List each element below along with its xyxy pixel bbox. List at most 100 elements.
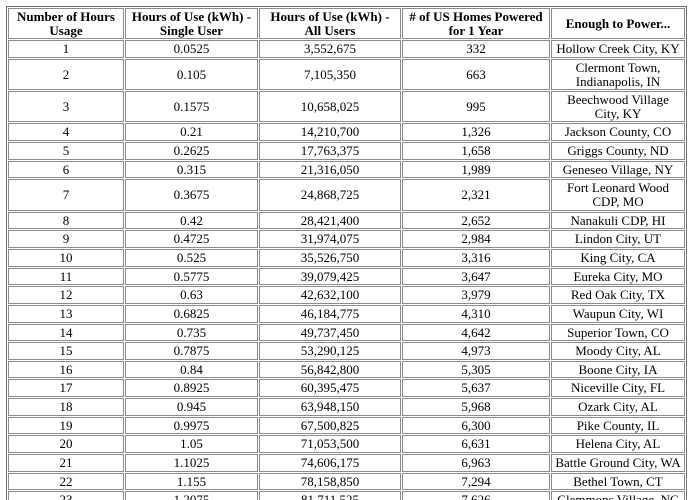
column-header: Enough to Power... (551, 8, 685, 40)
table-cell: Hollow Creek City, KY (551, 40, 685, 58)
table-cell: 35,526,750 (259, 248, 401, 267)
column-header: Hours of Use (kWh) - Single User (125, 8, 258, 40)
table-cell: 6,631 (402, 435, 550, 454)
table-body: 1 0.0525 3,552,675 332 Hollow Creek City, KY… (8, 40, 685, 500)
table-row: 21 1.1025 74,606,175 6,963 Battle Ground Cit… (8, 454, 685, 472)
table-cell: 74,606,175 (259, 454, 401, 472)
table-cell: 5,305 (402, 360, 550, 379)
table-cell: 2,652 (402, 211, 550, 230)
table-cell: Niceville City, FL (551, 379, 685, 398)
table-cell: 3,647 (402, 267, 550, 286)
table-cell: 0.525 (125, 248, 258, 267)
table-cell: 8 (8, 211, 124, 230)
table-cell: Bethel Town, CT (551, 472, 685, 491)
table-cell: 0.8925 (125, 379, 258, 398)
usage-table: Number of Hours Usage Hours of Use (kWh) … (6, 6, 687, 500)
table-cell: Battle Ground City, WA (551, 454, 685, 472)
table-cell: 2,984 (402, 230, 550, 248)
table-cell: 4,973 (402, 342, 550, 360)
table-row: 1 0.0525 3,552,675 332 Hollow Creek City, KY (8, 40, 685, 58)
table-row: 5 0.2625 17,763,375 1,658 Griggs County, ND (8, 142, 685, 160)
column-header: # of US Homes Powered for 1 Year (402, 8, 550, 40)
table-cell: 56,842,800 (259, 360, 401, 379)
table-cell: 4,642 (402, 323, 550, 342)
table-cell: 11 (8, 267, 124, 286)
table-cell: 663 (402, 58, 550, 91)
table-cell: 78,158,850 (259, 472, 401, 491)
table-cell: 24,868,725 (259, 179, 401, 211)
table-row: 19 0.9975 67,500,825 6,300 Pike County, IL (8, 416, 685, 435)
table-cell: Griggs County, ND (551, 142, 685, 160)
table-row: 6 0.315 21,316,050 1,989 Geneseo Village, NY (8, 160, 685, 179)
table-row: 15 0.7875 53,290,125 4,973 Moody City, AL (8, 342, 685, 360)
table-cell: 67,500,825 (259, 416, 401, 435)
table-cell: Waupun City, WI (551, 304, 685, 323)
table-cell: 3,979 (402, 286, 550, 304)
table-row: 23 1.2075 81,711,525 7,626 Clemmons Village,… (8, 491, 685, 500)
table-cell: Beechwood Village City, KY (551, 91, 685, 123)
table-cell: 14 (8, 323, 124, 342)
table-row: 20 1.05 71,053,500 6,631 Helena City, AL (8, 435, 685, 454)
table-cell: 7,294 (402, 472, 550, 491)
table-row: 10 0.525 35,526,750 3,316 King City, CA (8, 248, 685, 267)
table-cell: Clermont Town, Indianapolis, IN (551, 58, 685, 91)
table-cell: Pike County, IL (551, 416, 685, 435)
table-cell: 0.4725 (125, 230, 258, 248)
table-cell: 17 (8, 379, 124, 398)
table-cell: 49,737,450 (259, 323, 401, 342)
table-cell: 5,968 (402, 398, 550, 416)
table-cell: 6,300 (402, 416, 550, 435)
table-cell: 0.1575 (125, 91, 258, 123)
table-cell: 3 (8, 91, 124, 123)
table-cell: Fort Leonard Wood CDP, MO (551, 179, 685, 211)
table-cell: Superior Town, CO (551, 323, 685, 342)
table-row: 2 0.105 7,105,350 663 Clermont Town, Indiana… (8, 58, 685, 91)
table-cell: 332 (402, 40, 550, 58)
table-cell: 21,316,050 (259, 160, 401, 179)
table-cell: 5,637 (402, 379, 550, 398)
table-cell: Boone City, IA (551, 360, 685, 379)
table-cell: 7 (8, 179, 124, 211)
table-cell: 7,626 (402, 491, 550, 500)
table-cell: 995 (402, 91, 550, 123)
table-cell: 39,079,425 (259, 267, 401, 286)
table-cell: 0.21 (125, 123, 258, 142)
table-cell: 6,963 (402, 454, 550, 472)
table-cell: Geneseo Village, NY (551, 160, 685, 179)
table-row: 4 0.21 14,210,700 1,326 Jackson County, CO (8, 123, 685, 142)
table-cell: 81,711,525 (259, 491, 401, 500)
table-cell: 15 (8, 342, 124, 360)
table-row: 16 0.84 56,842,800 5,305 Boone City, IA (8, 360, 685, 379)
table-cell: 21 (8, 454, 124, 472)
table-cell: 3,316 (402, 248, 550, 267)
table-cell: 12 (8, 286, 124, 304)
table-cell: 10 (8, 248, 124, 267)
table-cell: 3,552,675 (259, 40, 401, 58)
table-cell: 53,290,125 (259, 342, 401, 360)
table-cell: Eureka City, MO (551, 267, 685, 286)
table-cell: 19 (8, 416, 124, 435)
table-cell: 6 (8, 160, 124, 179)
table-cell: 9 (8, 230, 124, 248)
table-cell: 0.105 (125, 58, 258, 91)
table-cell: 4 (8, 123, 124, 142)
table-cell: 13 (8, 304, 124, 323)
table-cell: 0.2625 (125, 142, 258, 160)
table-cell: Lindon City, UT (551, 230, 685, 248)
table-cell: 2 (8, 58, 124, 91)
table-cell: Ozark City, AL (551, 398, 685, 416)
table-row: 17 0.8925 60,395,475 5,637 Niceville City, F… (8, 379, 685, 398)
table-row: 12 0.63 42,632,100 3,979 Red Oak City, TX (8, 286, 685, 304)
table-cell: 63,948,150 (259, 398, 401, 416)
table-row: 18 0.945 63,948,150 5,968 Ozark City, AL (8, 398, 685, 416)
column-header: Hours of Use (kWh) - All Users (259, 8, 401, 40)
table-cell: 10,658,025 (259, 91, 401, 123)
table-cell: Helena City, AL (551, 435, 685, 454)
table-cell: 28,421,400 (259, 211, 401, 230)
table-cell: Red Oak City, TX (551, 286, 685, 304)
table-cell: 1.2075 (125, 491, 258, 500)
table-cell: 0.6825 (125, 304, 258, 323)
table-cell: 0.5775 (125, 267, 258, 286)
table-row: 22 1.155 78,158,850 7,294 Bethel Town, CT (8, 472, 685, 491)
table-cell: 16 (8, 360, 124, 379)
